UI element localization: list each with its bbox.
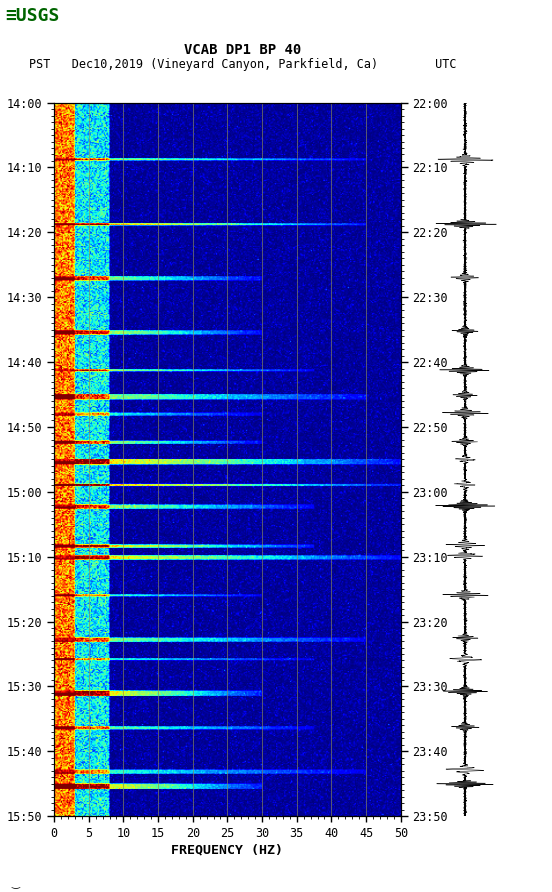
X-axis label: FREQUENCY (HZ): FREQUENCY (HZ) [172,844,283,856]
Text: PST   Dec10,2019 (Vineyard Canyon, Parkfield, Ca)        UTC: PST Dec10,2019 (Vineyard Canyon, Parkfie… [29,58,457,71]
Text: VCAB DP1 BP 40: VCAB DP1 BP 40 [184,43,301,57]
Text: ≡USGS: ≡USGS [6,7,60,25]
Text: ‿: ‿ [11,878,19,888]
